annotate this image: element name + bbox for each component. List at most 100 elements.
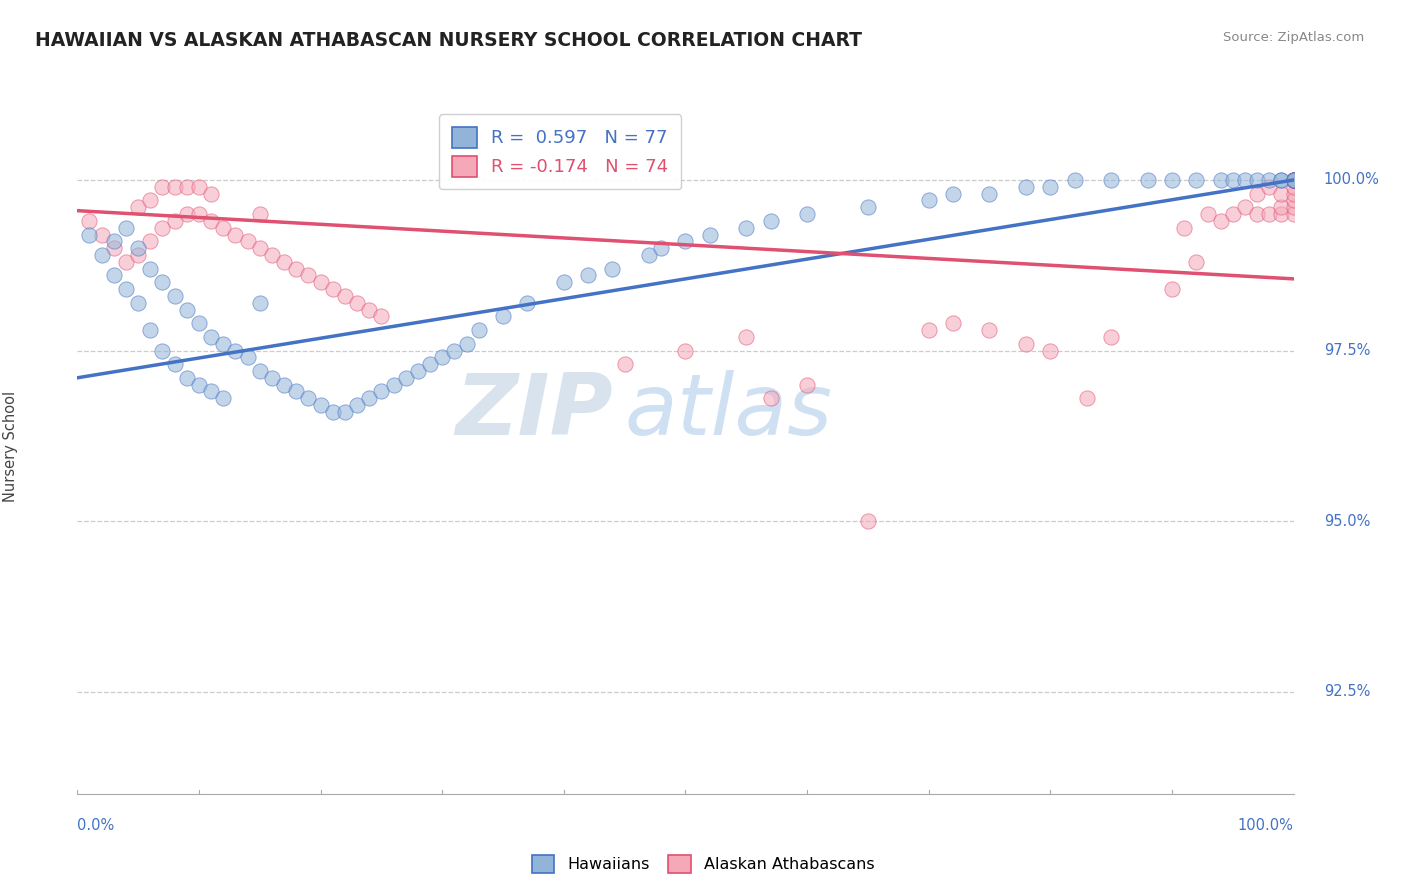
Text: 100.0%: 100.0% (1324, 172, 1379, 187)
Point (1282, 179, 1305, 194)
Point (115, 255, 138, 269)
Point (613, 357, 636, 371)
Point (638, 248, 661, 262)
Point (1246, 186, 1268, 201)
Text: 97.5%: 97.5% (1324, 343, 1371, 358)
Point (188, 207, 211, 221)
Point (309, 275, 332, 289)
Point (188, 377, 211, 392)
Point (1282, 194, 1305, 208)
Point (79, 227, 101, 242)
Point (212, 220, 235, 235)
Point (1282, 173, 1305, 187)
Point (152, 179, 174, 194)
Point (127, 295, 149, 310)
Point (1161, 282, 1184, 296)
Point (759, 214, 782, 228)
Point (322, 405, 344, 419)
Point (456, 336, 478, 351)
Point (370, 310, 392, 324)
Point (200, 214, 222, 228)
Point (1258, 207, 1281, 221)
Point (139, 261, 162, 276)
Point (1039, 179, 1062, 194)
Point (796, 377, 818, 392)
Point (1185, 173, 1208, 187)
Point (1282, 173, 1305, 187)
Legend: Hawaiians, Alaskan Athabascans: Hawaiians, Alaskan Athabascans (526, 848, 880, 880)
Point (297, 268, 319, 283)
Point (224, 343, 246, 358)
Legend: R =  0.597   N = 77, R = -0.174   N = 74: R = 0.597 N = 77, R = -0.174 N = 74 (439, 114, 681, 189)
Point (127, 248, 149, 262)
Point (224, 227, 246, 242)
Point (188, 316, 211, 330)
Point (443, 343, 465, 358)
Text: 92.5%: 92.5% (1324, 684, 1371, 699)
Point (796, 207, 818, 221)
Point (735, 220, 758, 235)
Point (176, 371, 198, 385)
Point (103, 241, 125, 255)
Point (382, 377, 405, 392)
Point (1222, 207, 1244, 221)
Text: Nursery School: Nursery School (3, 391, 18, 501)
Point (346, 398, 368, 412)
Point (200, 330, 222, 344)
Point (918, 194, 941, 208)
Point (1282, 173, 1305, 187)
Point (139, 194, 162, 208)
Point (979, 323, 1001, 337)
Point (297, 391, 319, 405)
Point (115, 220, 138, 235)
Point (127, 241, 149, 255)
Point (1282, 173, 1305, 187)
Text: 0.0%: 0.0% (77, 818, 114, 833)
Point (260, 248, 283, 262)
Point (212, 336, 235, 351)
Point (139, 235, 162, 249)
Point (1270, 173, 1292, 187)
Point (1039, 343, 1062, 358)
Point (1282, 173, 1305, 187)
Point (1233, 200, 1256, 214)
Point (249, 295, 271, 310)
Point (1282, 173, 1305, 187)
Point (163, 214, 186, 228)
Point (152, 343, 174, 358)
Point (1099, 330, 1122, 344)
Point (1270, 200, 1292, 214)
Point (90, 248, 112, 262)
Point (406, 364, 429, 378)
Point (979, 186, 1001, 201)
Point (103, 235, 125, 249)
Point (1270, 173, 1292, 187)
Point (249, 241, 271, 255)
Point (1282, 173, 1305, 187)
Point (333, 405, 356, 419)
Point (516, 295, 538, 310)
Point (1282, 173, 1305, 187)
Point (285, 384, 308, 399)
Point (212, 391, 235, 405)
Point (322, 282, 344, 296)
Point (1136, 173, 1159, 187)
Point (675, 235, 697, 249)
Point (103, 268, 125, 283)
Point (346, 295, 368, 310)
Point (1258, 179, 1281, 194)
Point (115, 282, 138, 296)
Point (650, 241, 672, 255)
Text: HAWAIIAN VS ALASKAN ATHABASCAN NURSERY SCHOOL CORRELATION CHART: HAWAIIAN VS ALASKAN ATHABASCAN NURSERY S… (35, 31, 862, 50)
Point (359, 391, 381, 405)
Point (1258, 173, 1281, 187)
Point (1197, 207, 1219, 221)
Point (285, 261, 308, 276)
Point (576, 268, 599, 283)
Point (1246, 173, 1268, 187)
Point (309, 398, 332, 412)
Point (735, 330, 758, 344)
Point (1185, 255, 1208, 269)
Point (699, 227, 721, 242)
Point (1282, 173, 1305, 187)
